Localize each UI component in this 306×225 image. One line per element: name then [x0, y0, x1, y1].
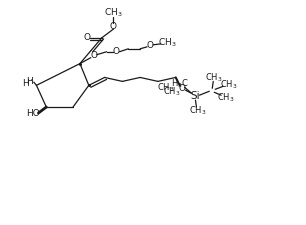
Text: H: H [22, 79, 28, 88]
Text: CH$_3$: CH$_3$ [217, 92, 235, 104]
Text: CH$_3$: CH$_3$ [157, 81, 175, 94]
Text: CH$_3$: CH$_3$ [158, 37, 176, 49]
Text: H$_3$C: H$_3$C [171, 77, 188, 90]
Text: CH$_3$: CH$_3$ [163, 85, 181, 97]
Text: O: O [110, 22, 117, 31]
Text: O: O [178, 84, 185, 93]
Text: Si: Si [191, 91, 200, 101]
Text: H: H [26, 77, 33, 86]
Text: O: O [147, 41, 154, 50]
Text: CH$_3$: CH$_3$ [104, 7, 123, 20]
Text: O: O [113, 47, 120, 56]
Text: CH$_3$: CH$_3$ [205, 71, 223, 84]
Text: O: O [90, 51, 97, 60]
Text: O: O [83, 34, 90, 43]
Text: CH$_3$: CH$_3$ [189, 105, 206, 117]
Text: CH$_3$: CH$_3$ [220, 78, 238, 91]
Text: HO: HO [27, 110, 40, 119]
